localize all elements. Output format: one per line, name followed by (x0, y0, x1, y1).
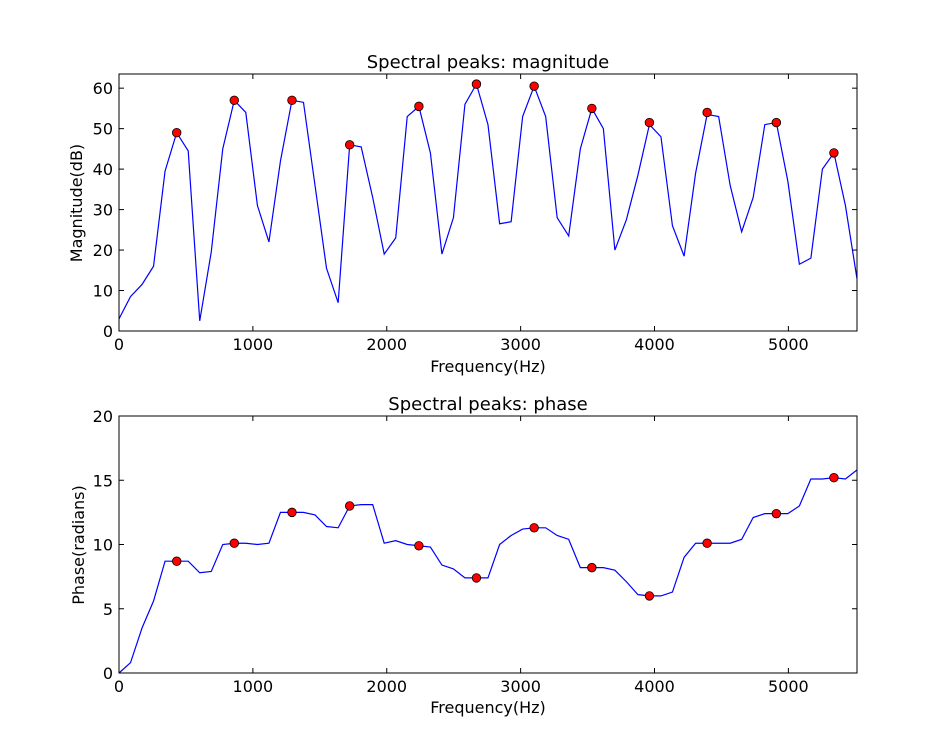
magnitude-y-axis-label: Magnitude(dB) (67, 144, 86, 262)
phase-y-tick-label-2: 10 (93, 536, 113, 555)
magnitude-plot-area: 0 1000 2000 3000 4000 5000 0 10 20 30 40 50 60 (93, 73, 858, 354)
phase-x-axis-label: Frequency(Hz) (430, 698, 546, 717)
phase-peak-marker-2 (287, 507, 297, 518)
phase-x-tick-label-3: 3000 (500, 677, 541, 696)
phase-peak-marker-1 (229, 538, 239, 548)
phase-x-tick-label-1: 1000 (233, 677, 274, 696)
phase-peak-marker-11 (829, 472, 839, 483)
phase-peak-marker-5 (471, 573, 482, 583)
magnitude-y-tick-label-3: 30 (93, 201, 113, 220)
magnitude-peak-marker-4 (414, 101, 424, 112)
phase-peak-marker-7 (587, 562, 597, 573)
phase-series-line (118, 469, 858, 674)
magnitude-x-tick-label-5: 5000 (768, 335, 809, 354)
phase-peak-marker-10 (771, 508, 782, 519)
magnitude-peak-marker-7 (587, 103, 597, 114)
phase-y-tick-label-4: 20 (93, 407, 113, 426)
phase-peak-marker-4 (414, 541, 424, 551)
magnitude-peak-marker-5 (471, 79, 482, 89)
magnitude-y-tick-label-6: 60 (93, 79, 113, 98)
magnitude-peak-marker-2 (287, 95, 297, 106)
phase-chart: Spectral peaks: phase Frequency(Hz) Phas… (69, 394, 858, 717)
magnitude-y-tick-label-1: 10 (93, 282, 113, 301)
phase-peak-marker-0 (171, 556, 182, 566)
phase-x-tick-label-2: 2000 (366, 677, 407, 696)
magnitude-peak-marker-1 (229, 95, 239, 106)
magnitude-x-tick-label-0: 0 (114, 335, 124, 354)
magnitude-y-tick-label-5: 50 (93, 120, 113, 139)
magnitude-x-axis-label: Frequency(Hz) (430, 357, 546, 376)
magnitude-peak-marker-6 (529, 81, 539, 91)
magnitude-y-tick-label-0: 0 (103, 322, 113, 341)
magnitude-x-tick-label-1: 1000 (233, 335, 274, 354)
magnitude-y-tick-label-4: 40 (93, 160, 113, 179)
magnitude-x-tick-label-2: 2000 (366, 335, 407, 354)
phase-y-tick-label-3: 15 (93, 471, 113, 490)
magnitude-x-tick-label-4: 4000 (634, 335, 675, 354)
magnitude-peak-marker-10 (771, 117, 782, 128)
magnitude-chart: Spectral peaks: magnitude Frequency(Hz) … (67, 52, 858, 376)
magnitude-peak-marker-3 (344, 140, 355, 150)
magnitude-chart-title: Spectral peaks: magnitude (367, 52, 610, 73)
magnitude-series-line (118, 82, 858, 321)
phase-chart-title: Spectral peaks: phase (388, 394, 587, 415)
magnitude-peak-marker-0 (171, 127, 182, 138)
magnitude-peak-marker-9 (702, 107, 712, 118)
phase-peak-marker-9 (702, 538, 712, 548)
phase-x-tick-label-5: 5000 (768, 677, 809, 696)
magnitude-axes-frame (118, 73, 858, 332)
phase-y-tick-label-1: 5 (103, 600, 113, 619)
phase-peak-marker-3 (344, 501, 355, 511)
magnitude-peak-marker-8 (644, 117, 655, 128)
phase-plot-area: 0 1000 2000 3000 4000 5000 0 5 10 15 20 (93, 407, 858, 696)
phase-x-tick-label-0: 0 (114, 677, 124, 696)
magnitude-y-tick-label-2: 20 (93, 241, 113, 260)
magnitude-peak-marker-11 (829, 148, 839, 158)
phase-y-axis-label: Phase(radians) (69, 485, 88, 605)
phase-x-tick-label-4: 4000 (634, 677, 675, 696)
phase-peak-marker-6 (529, 523, 539, 533)
magnitude-x-tick-label-3: 3000 (500, 335, 541, 354)
phase-peak-marker-8 (644, 591, 655, 601)
phase-y-tick-label-0: 0 (103, 664, 113, 683)
